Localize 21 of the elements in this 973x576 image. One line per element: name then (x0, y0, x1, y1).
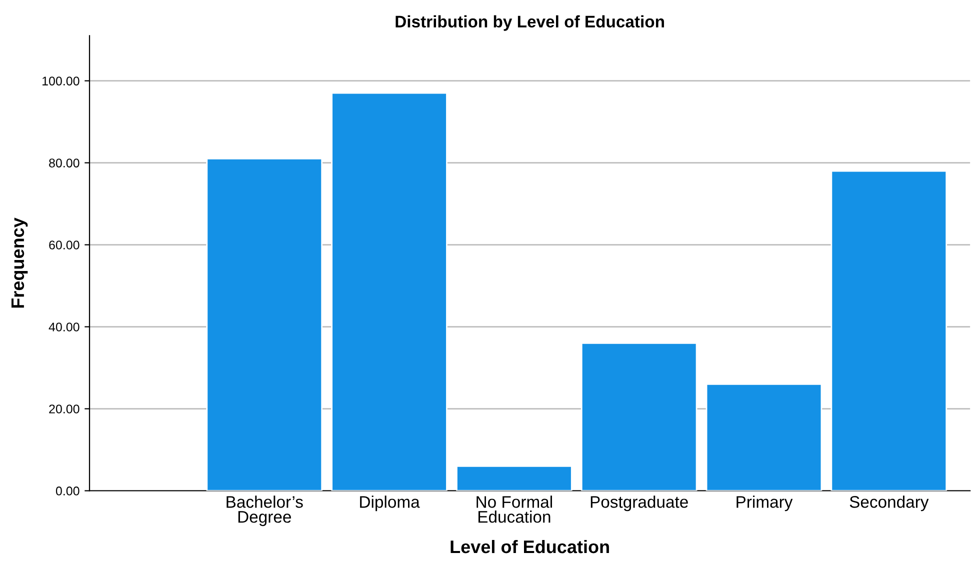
y-tick-label: 80.00 (49, 158, 80, 168)
y-axis-title: Frequency (12, 218, 28, 308)
bar (580, 342, 698, 491)
bar (456, 465, 572, 491)
bar (331, 92, 448, 491)
x-tick-label: Secondary (850, 496, 929, 512)
bar (830, 170, 948, 491)
x-tick-label: Diploma (360, 496, 420, 512)
bar (706, 383, 822, 491)
chart-title: Distribution by Level of Education (396, 15, 664, 31)
y-tick-label: 100.00 (42, 76, 80, 86)
y-tick-label: 40.00 (48, 322, 80, 332)
x-tick-label: Bachelor’s Degree (226, 496, 303, 526)
x-axis-title: Level of Education (450, 540, 609, 554)
y-tick-label: 60.00 (49, 240, 80, 250)
x-tick-label: No Formal Education (476, 496, 552, 523)
x-tick-label: Postgraduate (590, 496, 688, 512)
y-tick-label: 0.00 (56, 486, 80, 496)
x-tick-label: Primary (736, 496, 793, 512)
y-tick-label: 20.00 (49, 404, 80, 414)
bar (206, 158, 323, 491)
